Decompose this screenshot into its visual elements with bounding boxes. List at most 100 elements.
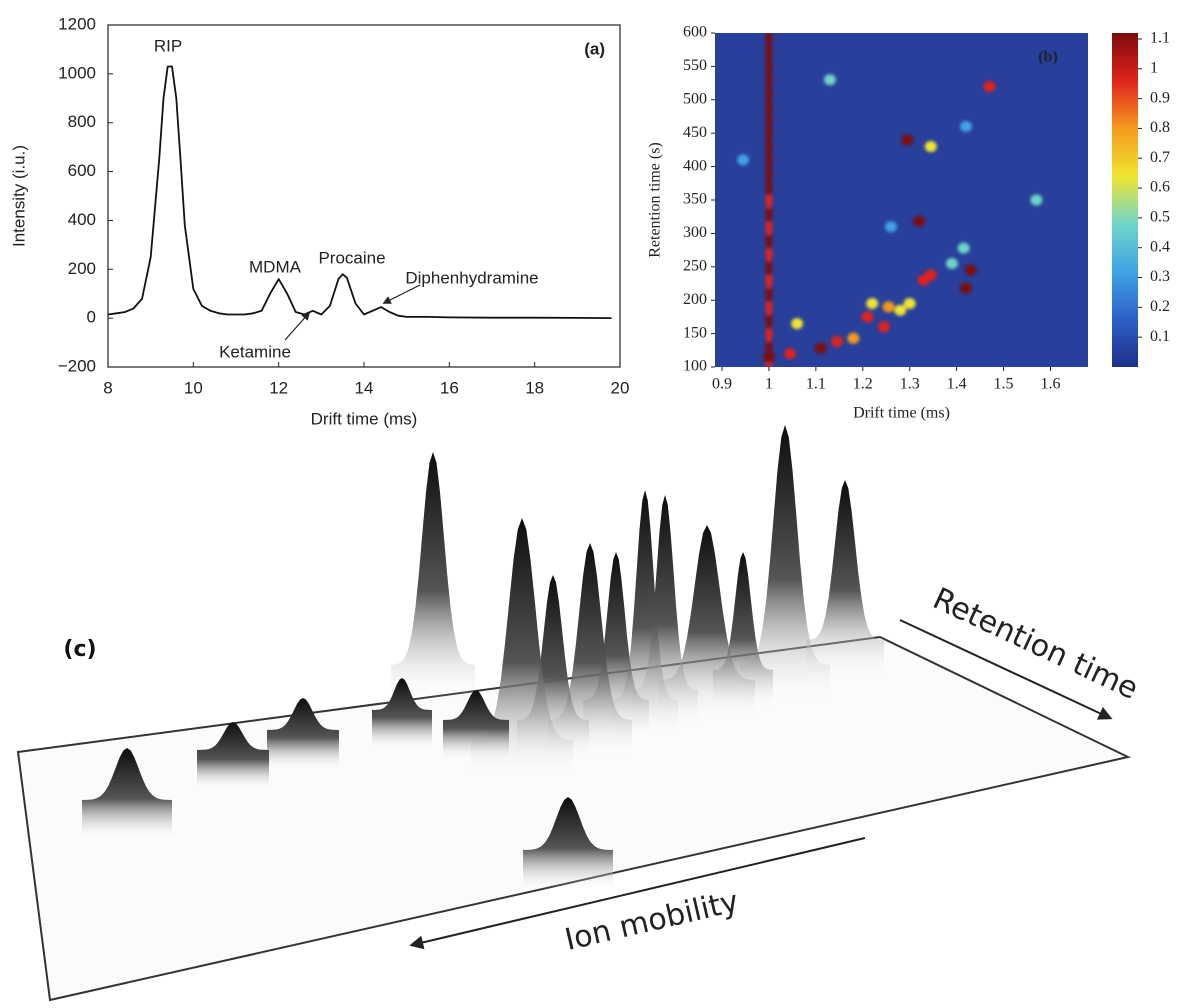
- heatmap-spot: [765, 177, 773, 196]
- colorbar-tick-label: 0.3: [1150, 268, 1170, 285]
- panel-label: (b): [1038, 49, 1058, 66]
- panel-b: 0.9 1 1.1 1.2 1.3 1.4 1.5 1.6 100 150 200 250 300 350…: [647, 24, 1170, 422]
- heatmap-spot: [765, 124, 773, 143]
- heatmap-spot: [765, 164, 773, 183]
- y-tick-label: 400: [683, 157, 707, 174]
- peak-surface: [471, 518, 573, 780]
- heatmap-spot: [913, 215, 926, 227]
- peak-surface: [740, 425, 830, 705]
- heatmap-spot: [866, 298, 879, 310]
- heatmap-spot: [964, 264, 977, 276]
- heatmap-spot: [765, 231, 773, 250]
- heatmap-spot: [903, 298, 916, 310]
- heatmap-spots: [737, 33, 1043, 367]
- panel-label: (a): [584, 39, 605, 58]
- heatmap-spot: [983, 80, 996, 92]
- heatmap-spot: [765, 257, 773, 276]
- colorbar-tick-label: 0.9: [1150, 89, 1170, 106]
- y-tick-label: 350: [683, 191, 707, 208]
- x-tick-label: 18: [525, 378, 544, 397]
- heatmap-spot: [765, 57, 773, 76]
- x-tick-label: 0.9: [712, 376, 732, 393]
- peak-annotation: Procaine: [318, 248, 385, 267]
- axis-arrow: [899, 619, 1113, 720]
- heatmap-spot: [765, 297, 773, 316]
- y-tick-label: 200: [68, 259, 96, 278]
- heatmap-spot: [765, 337, 773, 356]
- peak-surface: [267, 698, 339, 770]
- x-tick-label: 1.5: [994, 376, 1014, 393]
- y-tick-label: 250: [683, 257, 707, 274]
- colorbar-tick-label: 0.4: [1150, 238, 1170, 255]
- peak-surface: [523, 797, 613, 890]
- plot-frame: [107, 24, 621, 368]
- colorbar-tick-label: 1.1: [1150, 30, 1170, 47]
- heatmap-spot: [957, 242, 970, 254]
- heatmap-spot: [765, 84, 773, 103]
- heatmap-spot: [765, 284, 773, 303]
- colorbar-tick-label: 0.1: [1150, 328, 1170, 345]
- y-tick-label: 600: [683, 24, 707, 41]
- y-tick-label: 500: [683, 90, 707, 107]
- peak-surface: [632, 495, 698, 730]
- y-tick-label: 600: [68, 161, 96, 180]
- heatmap-spot: [901, 134, 914, 146]
- x-tick-label: 1.2: [853, 376, 873, 393]
- annotation-arrow: [284, 311, 311, 341]
- heatmap-spot: [924, 269, 937, 281]
- heatmap-spot: [791, 318, 804, 330]
- heatmap-spot: [765, 44, 773, 63]
- colorbar-tick-label: 0.5: [1150, 209, 1170, 226]
- y-tick-label: −200: [58, 356, 96, 375]
- heatmap-spot: [737, 154, 750, 166]
- heatmap-spot: [884, 221, 897, 233]
- peak-surface: [391, 452, 475, 705]
- y-tick-label: 100: [683, 358, 707, 375]
- peak-surface: [713, 552, 773, 710]
- x-tick-label: 1.6: [1040, 376, 1060, 393]
- heatmap-spot: [765, 110, 773, 129]
- peak-surface: [372, 678, 432, 750]
- x-tick-label: 14: [355, 378, 374, 397]
- heatmap-spot: [765, 33, 773, 49]
- colorbar-tick-label: 0.7: [1150, 149, 1170, 166]
- y-axis-label: Retention time (s): [647, 142, 664, 258]
- heatmap-spot: [894, 304, 907, 316]
- y-tick-label: 400: [68, 210, 96, 229]
- peak-annotation: Diphenhydramine: [405, 268, 538, 287]
- x-axis-label: Drift time (ms): [311, 409, 418, 428]
- panel-a: 8 10 12 14 16 18 20 −200 0 200 400 600 800 1000 1200 Dr…: [9, 14, 629, 428]
- heatmap-spot: [765, 97, 773, 116]
- y-tick-label: 1000: [58, 63, 96, 82]
- x-tick-label: 1.1: [806, 376, 826, 393]
- heatmap-spot: [765, 244, 773, 263]
- x-tick-label: 1: [765, 376, 773, 393]
- x-tick-label: 8: [103, 378, 112, 397]
- peak-surface: [82, 748, 172, 840]
- peak-surface: [443, 690, 509, 760]
- x-tick-label: 1.3: [900, 376, 920, 393]
- heatmap-spot: [762, 351, 775, 363]
- heatmap-spot: [765, 150, 773, 169]
- heatmap-spot: [861, 311, 874, 323]
- heatmap-spot: [765, 70, 773, 89]
- heatmap-spot: [960, 121, 973, 133]
- colorbar-tick-label: 1: [1150, 59, 1158, 76]
- heatmap-spot: [765, 204, 773, 223]
- heatmap-spot: [960, 282, 973, 294]
- heatmap-spot: [784, 348, 797, 360]
- peak-annotation: Ketamine: [219, 342, 291, 361]
- colorbar-tick-label: 0.6: [1150, 179, 1170, 196]
- heatmap-spot: [830, 336, 843, 348]
- y-axis-label: Intensity (i.u.): [9, 145, 28, 247]
- colorbar: [1112, 33, 1138, 367]
- x-axis-label: Drift time (ms): [853, 405, 950, 422]
- heatmap-spot: [765, 324, 773, 343]
- heatmap-spot: [1030, 194, 1043, 206]
- y-tick-label: 150: [683, 324, 707, 341]
- y-tick-label: 800: [68, 112, 96, 131]
- x-tick-label: 16: [440, 378, 459, 397]
- heatmap-spot: [823, 74, 836, 86]
